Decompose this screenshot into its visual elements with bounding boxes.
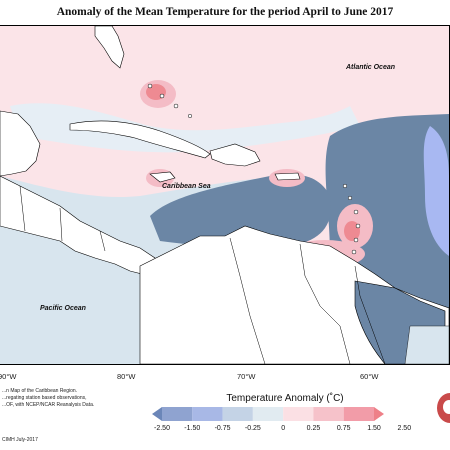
credit-line-3: ...OF, with NCEP/NCAR Reanalysis Data.: [2, 402, 95, 408]
puerto-rico-land: [274, 172, 301, 181]
legend-title: Temperature Anomaly (˚C): [226, 393, 344, 404]
anomaly-map: [0, 26, 449, 364]
legend-tick-label: -0.75: [214, 425, 231, 432]
cimh-logo: [437, 393, 450, 423]
legend-swatch: [313, 407, 344, 421]
jamaica-land: [149, 171, 176, 183]
legend-tick-label: 0.75: [336, 425, 351, 432]
bahamas-islands: [147, 83, 193, 119]
legend-swatch: [152, 407, 162, 421]
caribbean-negative-anomaly: [150, 174, 331, 249]
cuba-land: [69, 120, 211, 159]
longitude-label-90w: 90°W: [0, 372, 17, 381]
credit-line-1: ...n Map of the Caribbean Region.: [2, 388, 78, 394]
longitude-label-80w: 80°W: [117, 372, 136, 381]
legend-swatch: [374, 407, 384, 421]
longitude-label-60w: 60°W: [360, 372, 379, 381]
lesser-antilles-islands: [342, 183, 361, 255]
atlantic-ocean-label: Atlantic Ocean: [346, 64, 396, 71]
legend-swatch: [192, 407, 223, 421]
legend-swatch: [222, 407, 253, 421]
legend-tick-label: 2.50: [397, 425, 412, 432]
pacific-ocean-label: Pacific Ocean: [40, 305, 86, 312]
yucatan-land: [0, 110, 41, 177]
legend-tick-label: 0.25: [306, 425, 321, 432]
legend-swatch: [283, 407, 314, 421]
credit-agency: CIMH July-2017: [2, 437, 38, 443]
map-title: Anomaly of the Mean Temperature for the …: [56, 6, 394, 18]
legend-colorbar: [152, 407, 384, 421]
legend-swatch: [162, 407, 193, 421]
country-borders: [19, 185, 386, 364]
legend-tick-label: 0: [281, 425, 286, 432]
florida-land: [94, 26, 125, 69]
east-moderate-negative: [423, 126, 449, 256]
legend-swatch: [252, 407, 284, 421]
legend-swatch: [343, 407, 374, 421]
legend-tick-label: -1.50: [184, 425, 201, 432]
light-blue-band: [10, 103, 360, 153]
guianas-weak-negative: [404, 325, 449, 364]
credit-line-2: ...regating station based observations,: [2, 395, 87, 401]
caribbean-sea-label: Caribbean Sea: [162, 183, 211, 190]
map-frame: [0, 25, 450, 365]
hispaniola-land: [209, 143, 261, 167]
longitude-label-70w: 70°W: [237, 372, 256, 381]
legend-tick-label: -2.50: [154, 425, 170, 432]
legend-tick-label: 1.50: [367, 425, 381, 432]
legend-tick-label: -0.25: [244, 425, 261, 432]
